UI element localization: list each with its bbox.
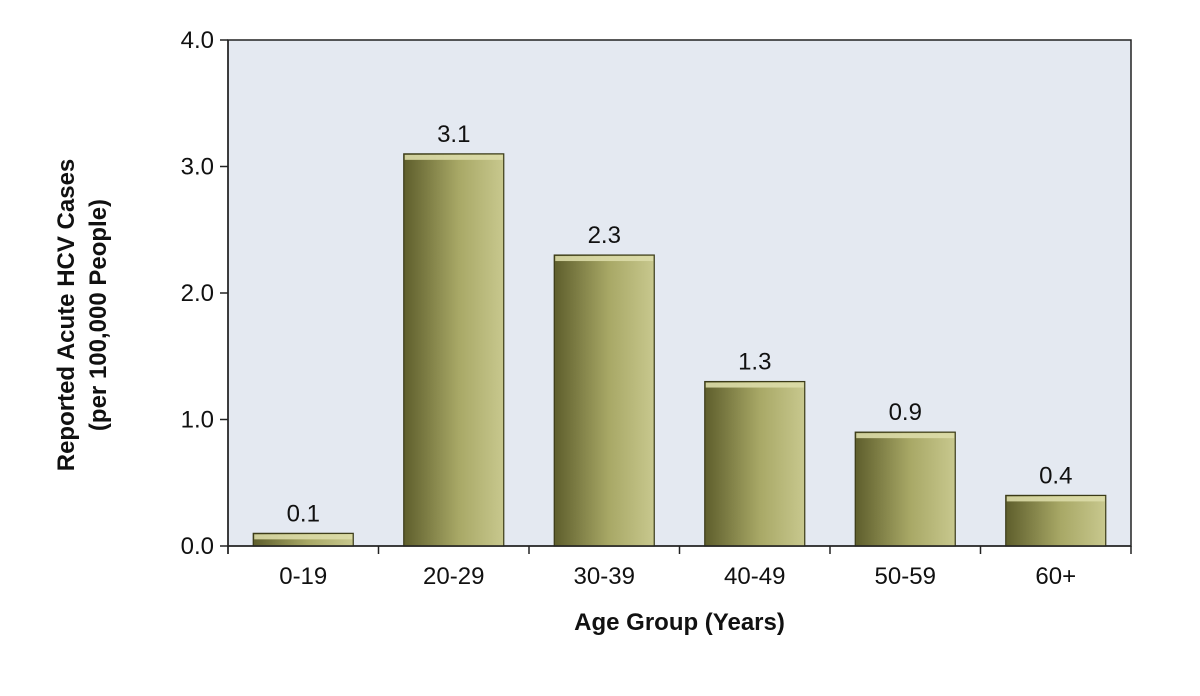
x-axis-title: Age Group (Years) [574,609,785,636]
labels-group: 0.1 3.1 2.3 1.3 0.9 0.4 0.0 1.0 2.0 3.0 4.0 0-19 20-… [181,27,1076,590]
bar-top-highlight [404,154,503,160]
y-tick-label: 4.0 [181,27,214,54]
data-label: 0.4 [1039,462,1072,489]
data-label: 0.9 [889,399,922,426]
axes-group [220,39,1132,554]
bar-50-59 [854,431,956,547]
bar-top-highlight [254,534,353,540]
bar-0-19 [252,532,354,547]
x-tick-label: 40-49 [724,563,785,590]
bar-20-29 [403,153,505,547]
data-label: 0.1 [287,500,320,527]
y-tick-label: 0.0 [181,533,214,560]
bar-top-highlight [856,433,955,439]
data-label: 1.3 [738,349,771,376]
bars-group [252,153,1107,547]
plot-area [227,39,1132,547]
bar [1005,494,1107,547]
y-tick-label: 1.0 [181,407,214,434]
bar-30-39 [553,254,655,547]
x-tick-label: 0-19 [279,563,327,590]
bar [704,380,806,547]
bar [854,431,956,547]
bar-top-highlight [705,382,804,388]
bar-40-49 [704,380,806,547]
y-tick-label: 2.0 [181,280,214,307]
x-tick-label: 60+ [1035,563,1076,590]
y-axis-title-line2: (per 100,000 People) [85,199,112,431]
bar-60+ [1005,494,1107,547]
bar [403,153,505,547]
data-label: 2.3 [588,222,621,249]
x-tick-label: 30-39 [574,563,635,590]
data-label: 3.1 [437,121,470,148]
x-tick-label: 50-59 [875,563,936,590]
bar-top-highlight [1006,496,1105,502]
bar [553,254,655,547]
bar-top-highlight [555,256,654,262]
y-tick-label: 3.0 [181,154,214,181]
x-tick-label: 20-29 [423,563,484,590]
y-axis-title: Reported Acute HCV Cases [53,159,80,472]
